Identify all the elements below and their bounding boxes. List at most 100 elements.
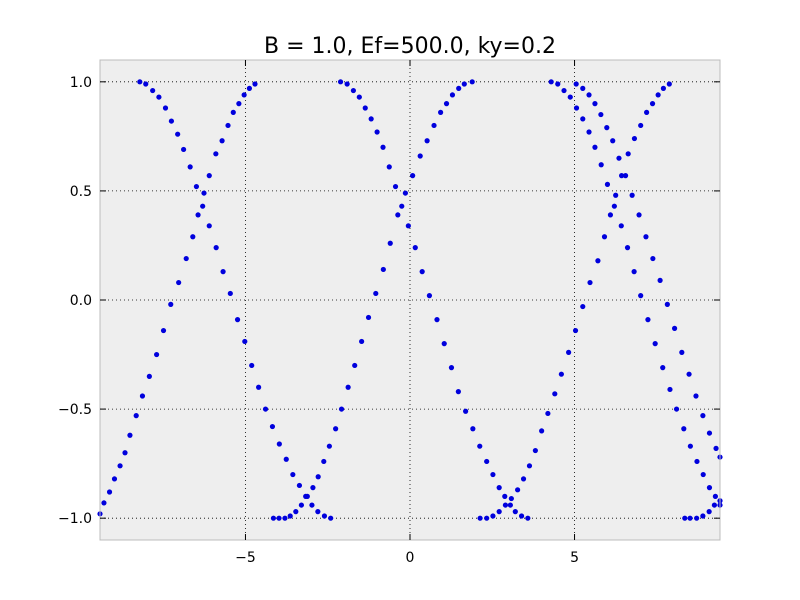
data-point: [338, 406, 345, 412]
data-point: [405, 223, 411, 229]
data-point: [693, 393, 699, 399]
data-point: [352, 362, 358, 369]
data-point: [598, 111, 604, 118]
data-point: [122, 450, 128, 456]
data-point: [392, 183, 399, 190]
data-point: [598, 162, 604, 168]
data-point: [694, 458, 700, 465]
data-point: [645, 317, 651, 323]
data-point: [638, 122, 644, 129]
data-point: [443, 101, 450, 107]
data-point: [610, 138, 616, 144]
data-point: [183, 255, 189, 262]
data-point: [706, 485, 713, 491]
data-point: [463, 408, 469, 414]
data-point: [276, 441, 282, 447]
data-point: [515, 487, 521, 493]
data-point: [168, 118, 175, 124]
data-point: [507, 502, 513, 508]
data-point: [315, 509, 321, 515]
data-point: [666, 81, 672, 87]
data-point: [380, 266, 386, 273]
data-point: [618, 223, 624, 229]
y-tick-label: 0.5: [70, 184, 92, 200]
data-point: [438, 109, 444, 115]
y-tick-labels: 1.0 0.5 0.0 −0.5 −1.0: [58, 75, 92, 527]
ticks: [100, 60, 720, 540]
data-point: [262, 406, 269, 412]
data-point: [706, 430, 713, 436]
data-point: [687, 443, 693, 449]
data-point: [298, 502, 305, 508]
data-point: [455, 389, 461, 395]
data-point: [410, 173, 416, 179]
data-point: [190, 234, 196, 240]
data-point: [496, 485, 502, 491]
data-point: [344, 81, 350, 87]
data-point: [700, 513, 706, 519]
data-point: [625, 151, 631, 157]
data-point: [225, 122, 231, 129]
data-point: [649, 101, 656, 107]
data-point: [249, 362, 255, 369]
data-point: [624, 245, 631, 251]
data-point: [604, 125, 610, 131]
data-point: [290, 471, 296, 478]
data-point: [362, 105, 368, 111]
data-point: [644, 109, 650, 115]
data-point: [616, 155, 622, 161]
data-point: [368, 116, 374, 122]
data-point: [219, 138, 225, 144]
data-point: [448, 365, 455, 371]
data-point: [631, 135, 638, 142]
data-point: [572, 327, 579, 334]
data-point: [552, 391, 558, 397]
data-point: [477, 443, 483, 449]
data-point: [168, 301, 174, 307]
data-point: [345, 384, 351, 390]
data-point: [106, 489, 113, 495]
data-point: [380, 144, 386, 150]
data-point: [490, 471, 496, 478]
data-point: [282, 515, 288, 521]
data-point: [143, 81, 149, 87]
data-point: [402, 190, 408, 196]
data-point: [441, 341, 447, 347]
data-point: [595, 258, 601, 264]
data-point: [133, 413, 139, 419]
data-point: [622, 173, 629, 179]
data-point: [636, 212, 642, 218]
data-point: [558, 371, 564, 377]
data-point: [315, 474, 321, 480]
data-point: [269, 423, 276, 430]
data-point: [356, 94, 362, 100]
data-point: [655, 92, 661, 98]
data-point: [586, 129, 592, 135]
chart-title: B = 1.0, Ef=500.0, ky=0.2: [264, 34, 556, 59]
data-point: [502, 493, 508, 499]
data-point: [657, 277, 663, 283]
data-point: [613, 192, 619, 198]
data-point: [175, 131, 181, 137]
data-point: [417, 153, 423, 159]
data-point: [706, 509, 712, 515]
data-point: [681, 426, 687, 432]
data-point: [195, 212, 201, 218]
data-point: [611, 203, 617, 209]
data-point: [477, 515, 483, 521]
data-point: [236, 101, 242, 107]
data-point: [146, 373, 152, 379]
data-point: [321, 458, 327, 465]
data-point: [671, 325, 678, 331]
data-point: [220, 269, 226, 275]
data-point: [234, 317, 241, 323]
data-point: [310, 485, 316, 491]
data-point: [643, 234, 649, 240]
data-point: [470, 426, 476, 432]
data-point: [580, 85, 586, 91]
data-point: [526, 463, 533, 469]
data-point: [694, 515, 700, 521]
data-point: [359, 338, 365, 345]
data-point: [496, 509, 502, 515]
